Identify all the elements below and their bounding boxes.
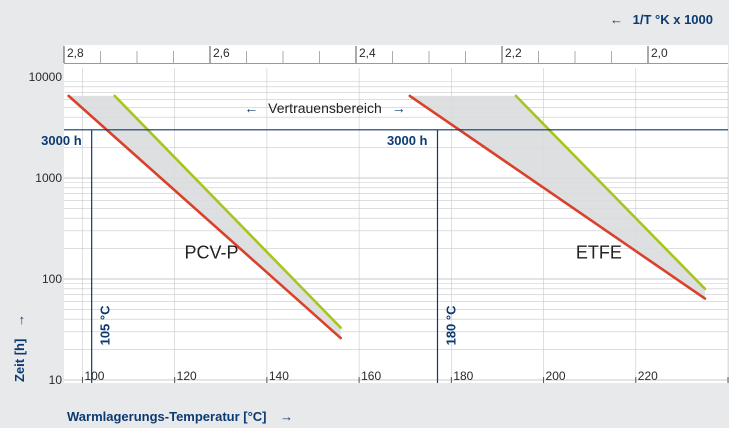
chart-labels: ← 1/T °K x 1000 Warmlagerungs-Temperatur… — [12, 12, 713, 424]
series-line-red — [67, 94, 342, 340]
top-tick-label: 2,4 — [359, 46, 376, 60]
top-axis-band — [64, 45, 728, 64]
temperature-label: 180 °C — [444, 305, 459, 346]
x-tick-label: 120 — [177, 369, 197, 383]
x-tick-label: 100 — [84, 369, 104, 383]
top-axis-label: 1/T °K x 1000 — [633, 12, 713, 27]
temperature-label: 105 °C — [98, 305, 113, 346]
x-axis-label: Warmlagerungs-Temperatur [°C] — [67, 409, 267, 424]
x-tick-label: 180 — [453, 369, 473, 383]
y-tick-label: 10 — [49, 373, 63, 387]
top-axis-title: ← 1/T °K x 1000 — [610, 12, 713, 27]
grid-lines — [64, 68, 729, 383]
series-line-green — [113, 94, 342, 329]
confidence-arrow-right: → — [392, 100, 406, 116]
confidence-range-annotation: ← Vertrauensbereich → — [244, 100, 405, 116]
group-label: PCV-P — [185, 242, 239, 262]
group-label: ETFE — [576, 242, 622, 262]
x-tick-label: 220 — [638, 369, 658, 383]
y-axis-label: Zeit [h] — [12, 339, 27, 382]
tick-labels: 100120140160180200220240101001000100002,… — [29, 46, 729, 387]
top-tick-label: 2,6 — [213, 46, 230, 60]
x-tick-label: 140 — [269, 369, 289, 383]
top-tick-label: 2,0 — [651, 46, 668, 60]
top-axis — [64, 45, 728, 64]
y-tick-label: 1000 — [35, 171, 62, 185]
top-tick-label: 2,2 — [505, 46, 522, 60]
confidence-range-label: Vertrauensbereich — [268, 100, 382, 116]
x-axis-title: Warmlagerungs-Temperatur [°C] → — [67, 409, 293, 424]
y-tick-label: 10000 — [29, 70, 63, 84]
x-axis-arrow: → — [280, 409, 293, 424]
y-tick-label: 100 — [42, 272, 62, 286]
top-axis-arrow: ← — [610, 12, 623, 27]
reference-lines: 3000 h 105 °C 3000 h 180 °C — [41, 129, 728, 383]
series-line-green — [514, 94, 707, 291]
x-tick-label: 160 — [361, 369, 381, 383]
y-axis-arrow: → — [12, 314, 27, 327]
x-tick-label: 200 — [546, 369, 566, 383]
y-axis-title: Zeit [h] → — [12, 314, 27, 382]
series-lines: PCV-P ETFE — [67, 94, 707, 340]
confidence-arrow-left: ← — [244, 100, 258, 116]
reference-label: 3000 h — [387, 133, 428, 148]
reference-label: 3000 h — [41, 133, 82, 148]
top-tick-label: 2,8 — [67, 46, 84, 60]
